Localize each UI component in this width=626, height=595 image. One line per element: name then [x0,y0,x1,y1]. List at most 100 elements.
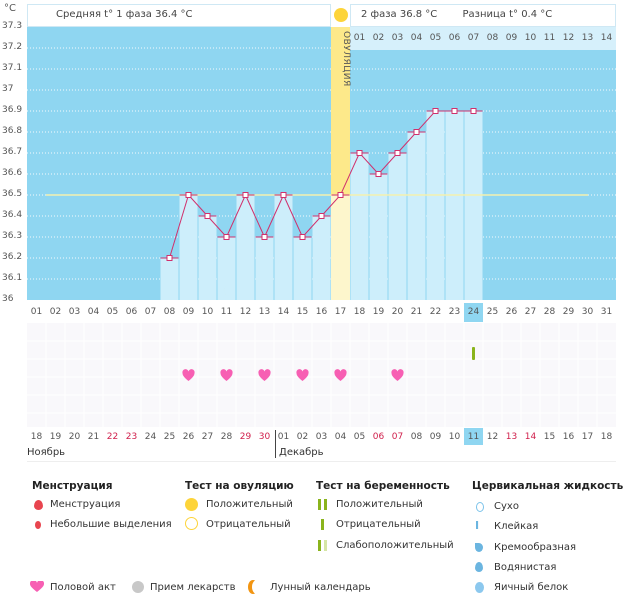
calendar-date[interactable]: 18 [30,432,43,442]
calendar-date[interactable]: 04 [334,432,347,442]
y-tick-label: 36.4 [2,210,23,220]
calendar-date[interactable]: 25 [163,432,176,442]
calendar-date[interactable]: 29 [239,432,252,442]
temperature-bar [407,132,426,300]
legend-item: Отрицательный [206,519,291,530]
calendar-date[interactable]: 17 [581,432,594,442]
temperature-point [375,171,382,177]
phase2-day[interactable]: 11 [543,33,556,43]
cycle-day[interactable]: 23 [448,307,461,317]
cycle-day[interactable]: 01 [30,307,43,317]
eggwhite-icon [475,582,484,593]
phase2-day[interactable]: 13 [581,33,594,43]
phase2-day[interactable]: 14 [600,33,613,43]
spotting-drop-icon [35,521,41,529]
temperature-bar [293,237,312,300]
calendar-date[interactable]: 11 [467,432,480,442]
calendar-date[interactable]: 09 [429,432,442,442]
phase2-day[interactable]: 10 [524,33,537,43]
phase2-day[interactable]: 02 [372,33,385,43]
temperature-point [394,150,401,156]
calendar-date[interactable]: 21 [87,432,100,442]
calendar-date[interactable]: 08 [410,432,423,442]
cycle-day[interactable]: 29 [562,307,575,317]
ovulation-column [331,27,350,195]
temperature-bar [255,237,274,300]
calendar-date[interactable]: 10 [448,432,461,442]
temperature-point [432,108,439,114]
calendar-date[interactable]: 18 [600,432,613,442]
cycle-day[interactable]: 22 [429,307,442,317]
calendar-date[interactable]: 30 [258,432,271,442]
temperature-point [318,213,325,219]
temperature-bar [445,111,464,300]
cycle-day[interactable]: 04 [87,307,100,317]
cycle-day[interactable]: 03 [68,307,81,317]
calendar-date[interactable]: 12 [486,432,499,442]
calendar-date[interactable]: 24 [144,432,157,442]
cycle-day[interactable]: 19 [372,307,385,317]
phase2-day[interactable]: 01 [353,33,366,43]
cycle-day[interactable]: 31 [600,307,613,317]
calendar-date[interactable]: 20 [68,432,81,442]
calendar-date[interactable]: 01 [277,432,290,442]
cycle-day[interactable]: 11 [220,307,233,317]
calendar-date[interactable]: 22 [106,432,119,442]
calendar-date[interactable]: 06 [372,432,385,442]
calendar-date[interactable]: 02 [296,432,309,442]
cycle-day[interactable]: 24 [467,307,480,317]
cycle-day[interactable]: 25 [486,307,499,317]
cycle-day[interactable]: 08 [163,307,176,317]
cycle-day[interactable]: 26 [505,307,518,317]
cycle-day[interactable]: 27 [524,307,537,317]
phase2-day[interactable]: 12 [562,33,575,43]
cycle-day[interactable]: 10 [201,307,214,317]
cycle-day[interactable]: 28 [543,307,556,317]
cycle-day[interactable]: 09 [182,307,195,317]
heart-icon [391,369,404,381]
cycle-day[interactable]: 21 [410,307,423,317]
cycle-day[interactable]: 20 [391,307,404,317]
pill-icon [132,581,144,593]
calendar-date[interactable]: 03 [315,432,328,442]
temperature-point [185,192,192,198]
phase2-day[interactable]: 09 [505,33,518,43]
calendar-date[interactable]: 19 [49,432,62,442]
cycle-day[interactable]: 17 [334,307,347,317]
calendar-date[interactable]: 23 [125,432,138,442]
cycle-day[interactable]: 05 [106,307,119,317]
cycle-day[interactable]: 16 [315,307,328,317]
phase2-day[interactable]: 03 [391,33,404,43]
phase2-average: 2 фаза 36.8 °C [361,9,438,20]
calendar-date[interactable]: 07 [391,432,404,442]
heart-icon [296,369,309,381]
legend-item: Клейкая [494,521,539,532]
temperature-point [204,213,211,219]
phase2-day[interactable]: 07 [467,33,480,43]
calendar-date[interactable]: 13 [505,432,518,442]
cycle-day[interactable]: 13 [258,307,271,317]
phase2-day[interactable]: 08 [486,33,499,43]
calendar-date[interactable]: 27 [201,432,214,442]
phase2-day[interactable]: 06 [448,33,461,43]
calendar-date[interactable]: 16 [562,432,575,442]
dry-icon [476,502,484,512]
cycle-day[interactable]: 12 [239,307,252,317]
legend-item: Водянистая [494,562,557,573]
cycle-day[interactable]: 30 [581,307,594,317]
phase2-day[interactable]: 05 [429,33,442,43]
cycle-day[interactable]: 15 [296,307,309,317]
cycle-day[interactable]: 18 [353,307,366,317]
calendar-date[interactable]: 15 [543,432,556,442]
temp-difference: Разница t° 0.4 °C [462,9,553,20]
calendar-date[interactable]: 14 [524,432,537,442]
temperature-plot: ОВУЛЯЦИЯ [27,27,616,445]
calendar-date[interactable]: 26 [182,432,195,442]
cycle-day[interactable]: 02 [49,307,62,317]
cycle-day[interactable]: 06 [125,307,138,317]
phase2-day[interactable]: 04 [410,33,423,43]
calendar-date[interactable]: 28 [220,432,233,442]
calendar-date[interactable]: 05 [353,432,366,442]
cycle-day[interactable]: 14 [277,307,290,317]
cycle-day[interactable]: 07 [144,307,157,317]
